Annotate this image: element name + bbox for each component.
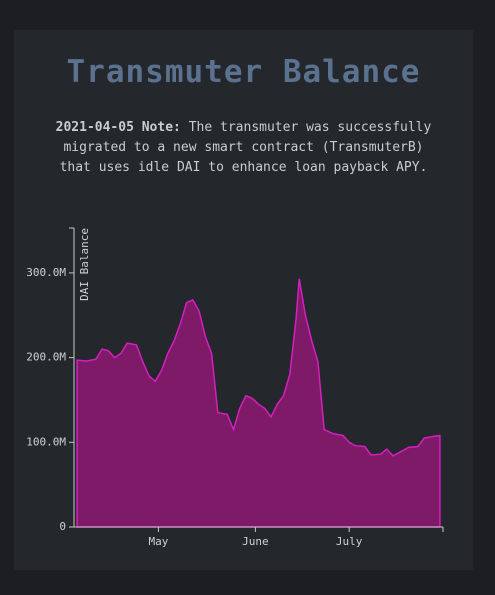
x-tick-label: May [148,535,168,548]
y-tick-label: 300.0M [26,266,66,279]
y-tick-label: 0 [59,520,66,533]
y-tick-label: 100.0M [26,435,66,448]
y-tick-label: 200.0M [26,351,66,364]
note: 2021-04-05 Note: The transmuter was succ… [54,118,433,178]
area [76,278,441,528]
x-tick-label: July [336,535,363,548]
chart-title: Transmuter Balance [66,54,421,90]
note-label: 2021-04-05 Note: [55,120,181,135]
y-axis-label: DAI Balance [78,228,91,301]
x-tick-label: June [242,535,269,548]
note-text: The transmuter was successfully migrated… [59,120,432,175]
